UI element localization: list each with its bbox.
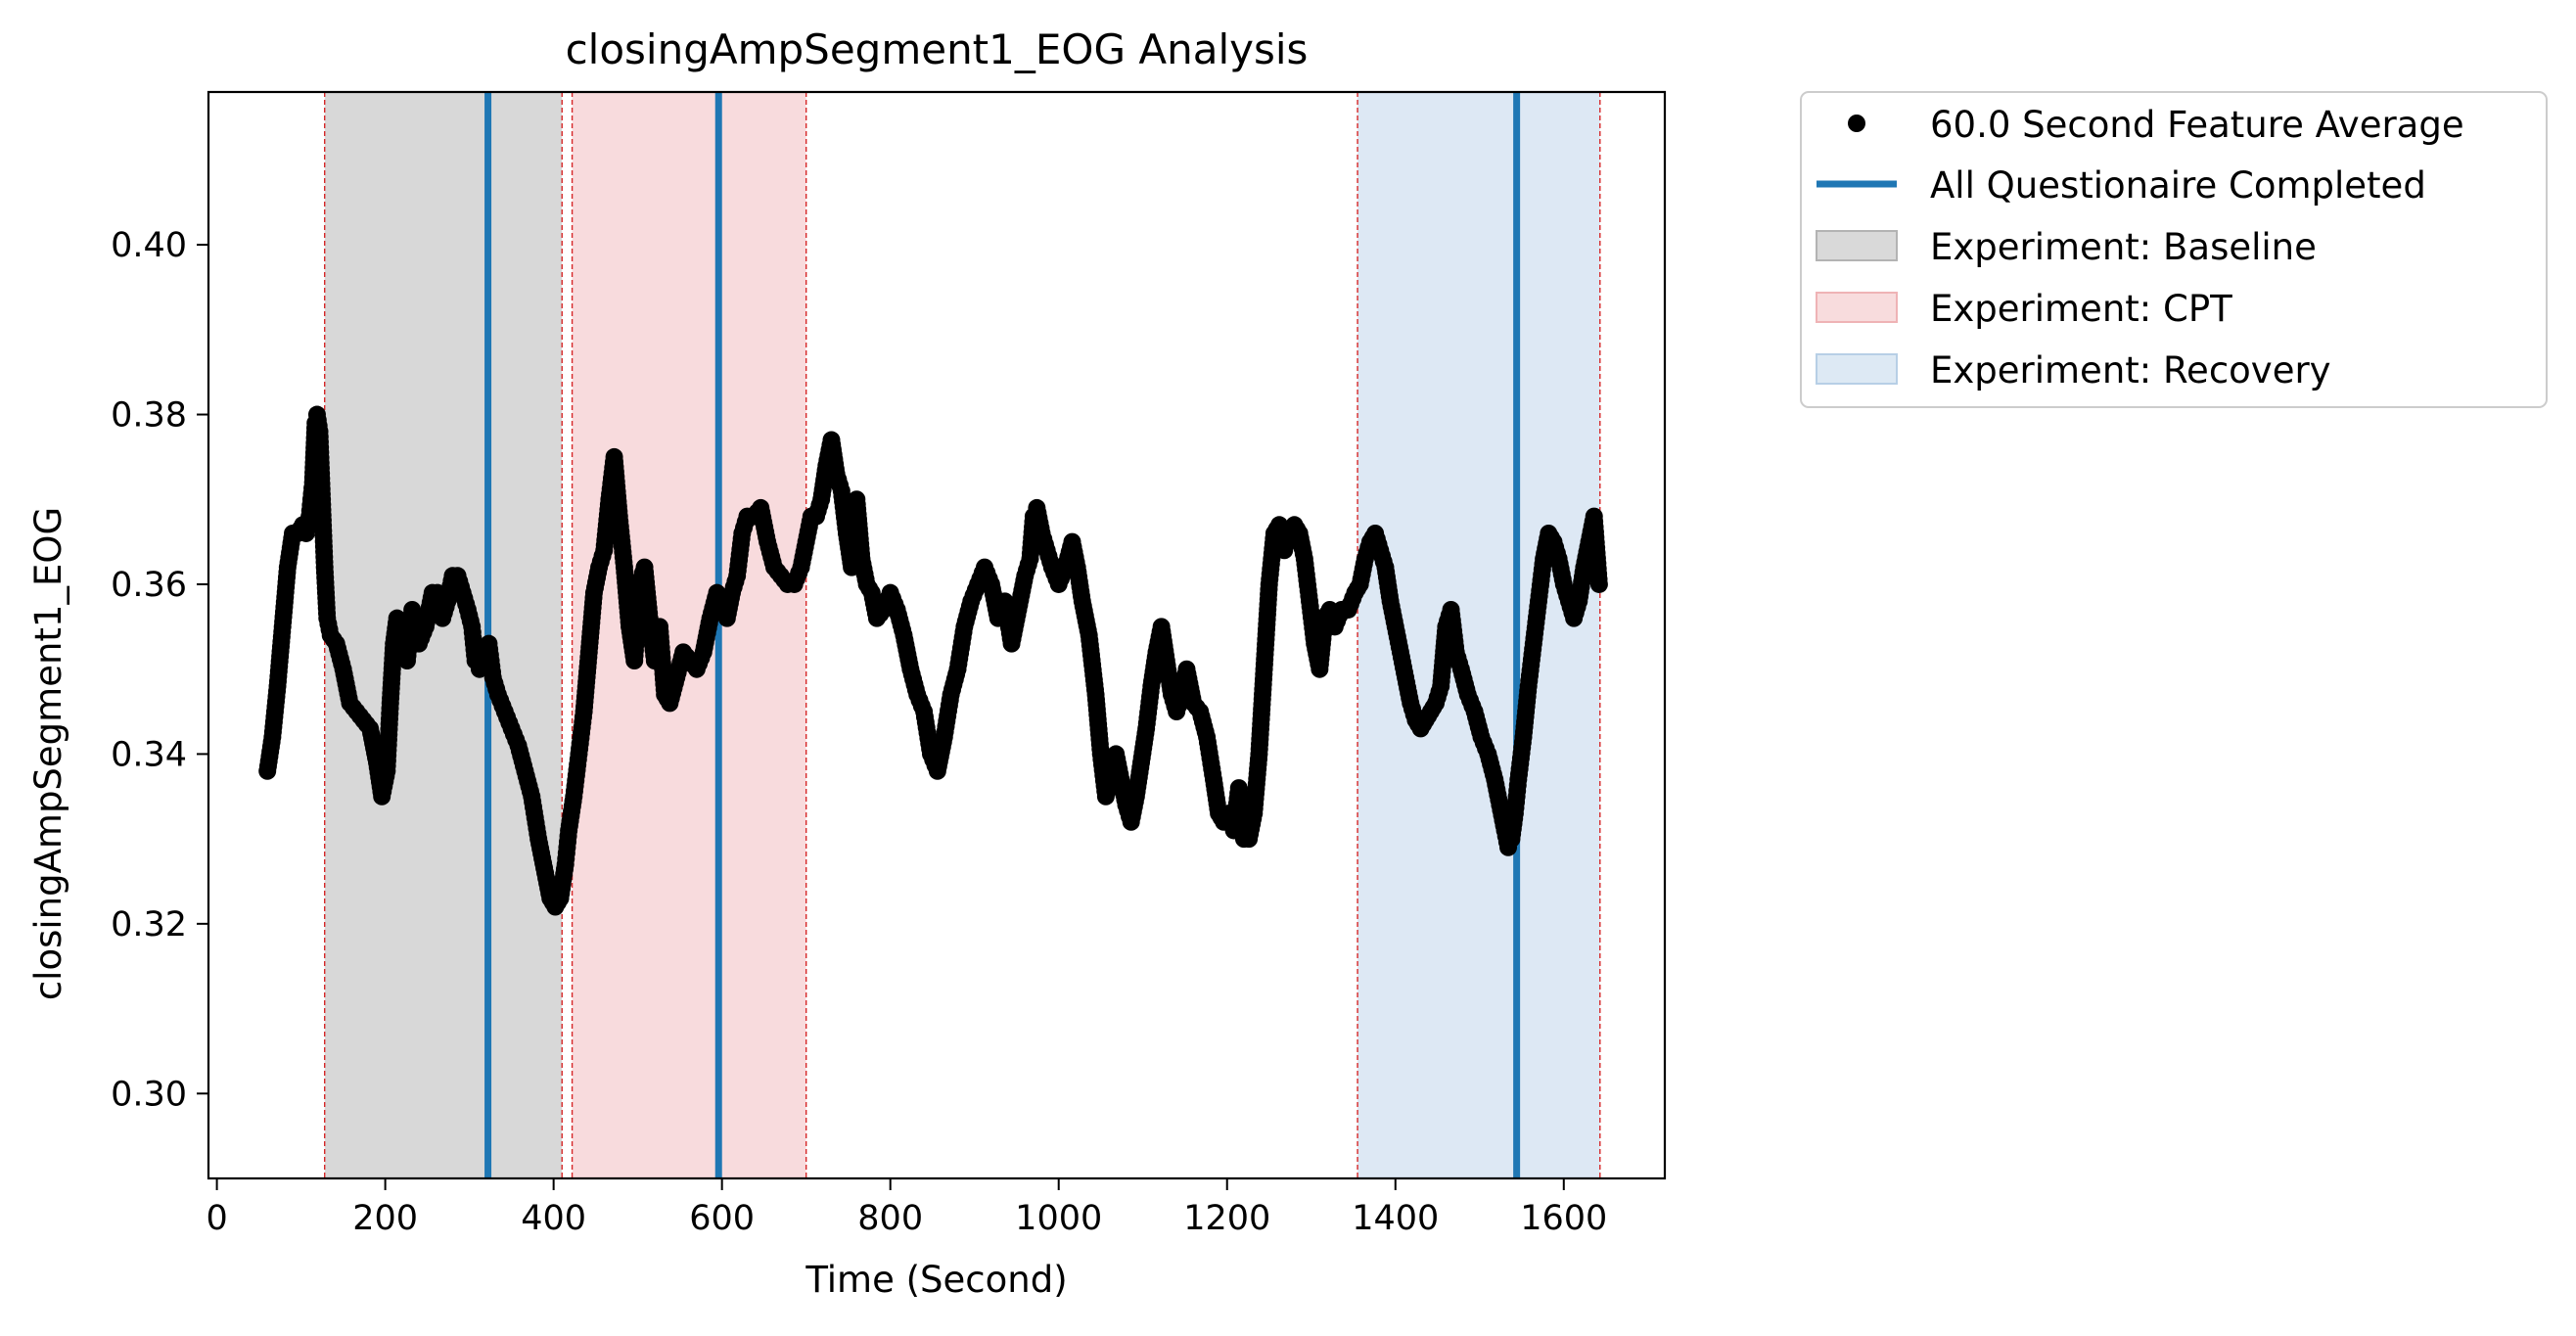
x-tick-label: 1000 (1015, 1199, 1102, 1238)
x-tick-label: 0 (206, 1199, 227, 1238)
y-tick-label: 0.32 (111, 905, 187, 944)
span-layer (324, 92, 1600, 1178)
legend: 60.0 Second Feature Average All Questiona… (1800, 91, 2548, 408)
x-tick-label: 600 (689, 1199, 755, 1238)
legend-swatch-experiment-cpt (1816, 292, 1898, 323)
x-tick-label: 1400 (1352, 1199, 1439, 1238)
chart-title: closingAmpSegment1_EOG Analysis (566, 25, 1309, 73)
span-baseline (324, 92, 563, 1178)
legend-label-60-0-second-feature-average: 60.0 Second Feature Average (1930, 104, 2464, 146)
x-tick-label: 400 (521, 1199, 586, 1238)
y-axis-ticks: 0.30 0.32 0.34 0.36 0.38 0.40 (111, 226, 208, 1114)
y-tick-label: 0.36 (111, 566, 187, 605)
x-tick-label: 1200 (1183, 1199, 1270, 1238)
legend-label-experiment-cpt: Experiment: CPT (1930, 288, 2232, 330)
legend-swatch-experiment-recovery (1816, 353, 1898, 385)
y-tick-label: 0.38 (111, 396, 187, 436)
y-tick-label: 0.34 (111, 735, 187, 774)
legend-swatch-experiment-baseline (1816, 230, 1898, 261)
y-tick-label: 0.30 (111, 1075, 187, 1114)
y-tick-label: 0.40 (111, 226, 187, 265)
span-cpt (572, 92, 806, 1178)
x-tick-label: 200 (352, 1199, 418, 1238)
data-point (1589, 575, 1608, 593)
legend-label-experiment-recovery: Experiment: Recovery (1930, 349, 2331, 392)
x-axis-title: Time (Second) (805, 1259, 1067, 1301)
x-tick-label: 1600 (1520, 1199, 1607, 1238)
y-axis-title: closingAmpSegment1_EOG (27, 507, 69, 1000)
legend-label-all-questionaire-completed: All Questionaire Completed (1930, 164, 2426, 207)
plot-frame (207, 90, 1667, 1180)
scatter-layer (258, 405, 1608, 916)
legend-label-experiment-baseline: Experiment: Baseline (1930, 226, 2317, 268)
legend-swatch-60-0-second-feature-average (1848, 115, 1865, 132)
x-axis-ticks: 0 200 400 600 800 1000 1200 1400 1600 (206, 1178, 1607, 1238)
boundary-line-layer (323, 92, 1601, 1178)
legend-frame (1800, 91, 2548, 408)
x-tick-label: 800 (857, 1199, 923, 1238)
